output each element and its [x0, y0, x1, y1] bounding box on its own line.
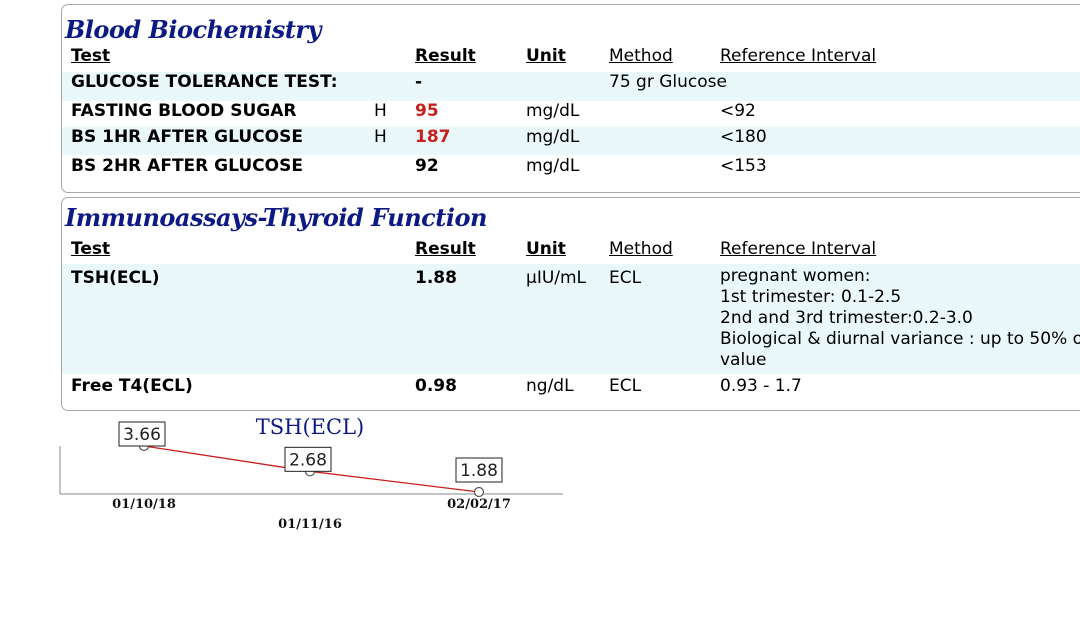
header-unit: Unit: [526, 239, 566, 259]
table-row: Free T4(ECL) 0.98 ng/dL ECL 0.93 - 1.7: [62, 376, 1080, 402]
result-value: 92: [415, 156, 439, 176]
x-tick-label: 02/02/17: [447, 497, 511, 512]
reference-value: <153: [720, 156, 767, 176]
reference-line: pregnant women:: [720, 266, 871, 286]
high-flag: H: [374, 127, 387, 147]
method-value: ECL: [609, 268, 642, 288]
thyroid-function-panel: Immunoassays-Thyroid Function Test Resul…: [61, 197, 1080, 411]
section-title: Blood Biochemistry: [65, 15, 322, 44]
blood-biochemistry-panel: Blood Biochemistry Test Result Unit Meth…: [61, 4, 1080, 193]
header-reference: Reference Interval: [720, 46, 877, 66]
test-name: TSH(ECL): [71, 268, 160, 288]
reference-value: 0.93 - 1.7: [720, 376, 802, 396]
table-row: GLUCOSE TOLERANCE TEST: - 75 gr Glucose: [62, 72, 1080, 101]
result-value: 187: [415, 127, 451, 147]
test-name: GLUCOSE TOLERANCE TEST:: [71, 72, 338, 92]
result-value: 95: [415, 101, 439, 121]
header-method: Method: [609, 239, 673, 259]
unit-value: ng/dL: [526, 376, 574, 396]
header-test: Test: [71, 239, 111, 259]
table-row: BS 1HR AFTER GLUCOSE H 187 mg/dL <180: [62, 127, 1080, 155]
unit-value: mg/dL: [526, 156, 580, 176]
result-value: -: [415, 72, 423, 92]
table-row: BS 2HR AFTER GLUCOSE 92 mg/dL <153: [62, 156, 1080, 182]
data-label-box: [118, 421, 166, 447]
chart-title: TSH(ECL): [256, 415, 364, 439]
unit-value: mg/dL: [526, 127, 580, 147]
header-test: Test: [71, 46, 111, 66]
table-row: FASTING BLOOD SUGAR H 95 mg/dL <92: [62, 101, 1080, 128]
reference-line: value: [720, 350, 767, 370]
header-method: Method: [609, 46, 673, 66]
test-name: BS 2HR AFTER GLUCOSE: [71, 156, 303, 176]
unit-value: mg/dL: [526, 101, 580, 121]
data-point: [473, 486, 485, 498]
data-label: 3.66: [123, 425, 161, 445]
header-reference: Reference Interval: [720, 239, 877, 259]
header-result: Result: [415, 239, 476, 259]
result-value: 1.88: [415, 268, 457, 288]
test-name: Free T4(ECL): [71, 376, 193, 396]
reference-line: 1st trimester: 0.1-2.5: [720, 287, 902, 307]
section-title: Immunoassays-Thyroid Function: [65, 203, 487, 232]
result-value: 0.98: [415, 376, 457, 396]
reference-line: 2nd and 3rd trimester:0.2-3.0: [720, 308, 973, 328]
table-row: TSH(ECL) 1.88 µIU/mL ECL pregnant women:…: [62, 264, 1080, 374]
unit-value: µIU/mL: [526, 268, 587, 288]
x-tick-label: 01/10/18: [112, 497, 176, 512]
reference-line: Biological & diurnal variance : up to 50…: [720, 329, 1080, 349]
header-unit: Unit: [526, 46, 566, 66]
header-result: Result: [415, 46, 476, 66]
test-name: FASTING BLOOD SUGAR: [71, 101, 297, 121]
data-label: 2.68: [289, 450, 327, 470]
reference-value: pregnant women: 1st trimester: 0.1-2.5 2…: [720, 266, 1080, 371]
method-value: 75 gr Glucose: [609, 72, 727, 92]
x-tick-label: 01/11/16: [278, 517, 342, 532]
reference-value: <92: [720, 101, 756, 121]
reference-value: <180: [720, 127, 767, 147]
data-label-box: [284, 446, 332, 472]
test-name: BS 1HR AFTER GLUCOSE: [71, 127, 303, 147]
high-flag: H: [374, 101, 387, 121]
data-label: 1.88: [460, 461, 498, 481]
data-label-box: [455, 457, 503, 483]
method-value: ECL: [609, 376, 642, 396]
